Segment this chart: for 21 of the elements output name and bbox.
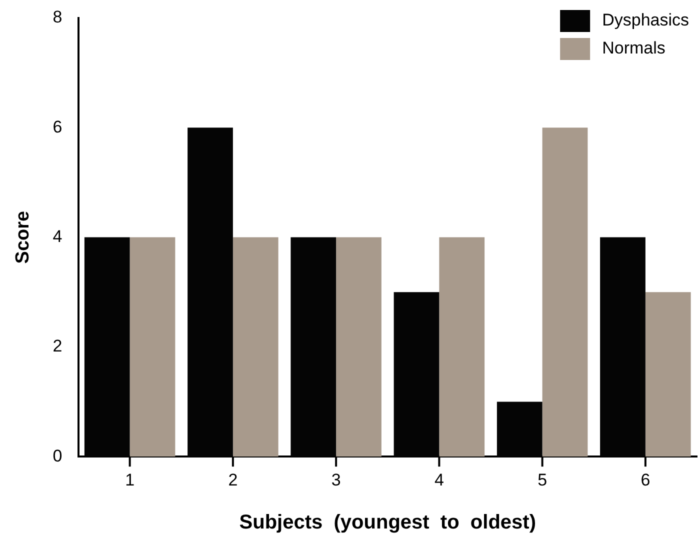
y-tick-label: 0 xyxy=(52,446,62,466)
x-tick-label: 4 xyxy=(434,470,444,490)
bar xyxy=(542,128,588,457)
y-tick-label: 8 xyxy=(52,8,62,27)
y-axis-title: Score xyxy=(12,210,34,264)
x-tick-label: 6 xyxy=(640,470,650,490)
bar xyxy=(645,292,691,457)
bar xyxy=(336,237,382,457)
x-tick-label: 1 xyxy=(125,470,135,490)
x-tick-label: 5 xyxy=(538,470,548,490)
bar xyxy=(439,237,485,457)
x-tick-label: 3 xyxy=(331,470,341,490)
legend-label: Dysphasics xyxy=(602,10,690,30)
y-tick-label: 6 xyxy=(52,117,62,136)
x-tick-label: 2 xyxy=(228,470,238,490)
y-tick-label: 4 xyxy=(52,226,62,246)
bar xyxy=(232,237,278,457)
legend-label: Normals xyxy=(602,38,666,58)
y-tick-label: 2 xyxy=(52,336,62,356)
bar xyxy=(130,237,176,457)
x-axis-title: Subjects (youngest to oldest) xyxy=(239,512,536,534)
